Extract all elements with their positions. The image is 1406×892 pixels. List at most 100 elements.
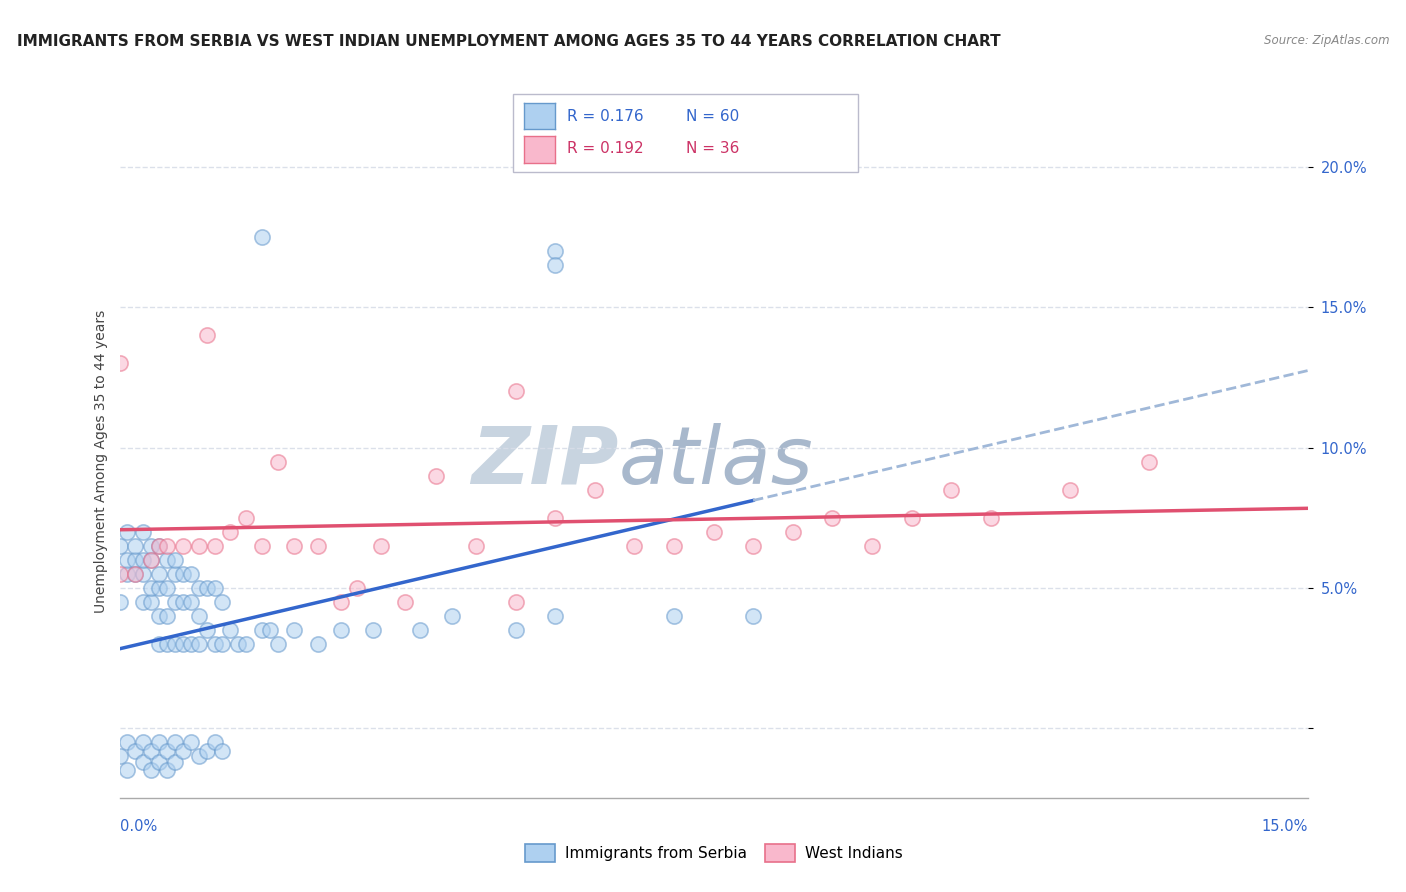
Text: R = 0.176: R = 0.176 [567, 110, 643, 124]
Point [283, 623, 305, 637]
Text: IMMIGRANTS FROM SERBIA VS WEST INDIAN UNEMPLOYMENT AMONG AGES 35 TO 44 YEARS COR: IMMIGRANTS FROM SERBIA VS WEST INDIAN UN… [17, 34, 1001, 49]
Point [441, 609, 464, 624]
Point [195, 328, 218, 343]
Point [156, 553, 179, 567]
Point [117, 735, 139, 749]
Point [219, 524, 242, 539]
Point [544, 244, 567, 259]
Point [409, 623, 432, 637]
Point [235, 637, 257, 651]
Point [141, 581, 163, 595]
Point [250, 623, 273, 637]
Point [187, 609, 209, 624]
Point [211, 595, 233, 609]
Point [132, 566, 155, 581]
Point [267, 454, 290, 469]
Point [211, 744, 233, 758]
Point [132, 755, 155, 769]
Point [148, 735, 170, 749]
Point [132, 553, 155, 567]
Point [235, 510, 257, 524]
Point [394, 595, 416, 609]
Point [124, 566, 146, 581]
Point [163, 595, 186, 609]
Point [141, 539, 163, 553]
Point [172, 637, 194, 651]
Point [1059, 483, 1081, 497]
Point [187, 581, 209, 595]
Point [156, 744, 179, 758]
Point [267, 637, 290, 651]
Point [330, 595, 353, 609]
Point [172, 566, 194, 581]
Text: N = 36: N = 36 [686, 142, 740, 156]
Point [307, 539, 329, 553]
Point [821, 510, 844, 524]
Text: Source: ZipAtlas.com: Source: ZipAtlas.com [1264, 34, 1389, 47]
Point [108, 566, 131, 581]
Point [117, 524, 139, 539]
Point [132, 524, 155, 539]
Point [148, 539, 170, 553]
Point [141, 744, 163, 758]
Point [141, 553, 163, 567]
Point [172, 744, 194, 758]
Point [141, 595, 163, 609]
Legend: Immigrants from Serbia, West Indians: Immigrants from Serbia, West Indians [519, 838, 908, 868]
Point [172, 539, 194, 553]
Point [163, 755, 186, 769]
Point [163, 553, 186, 567]
Point [346, 581, 368, 595]
Point [148, 609, 170, 624]
Point [361, 623, 384, 637]
Point [132, 735, 155, 749]
Y-axis label: Unemployment Among Ages 35 to 44 years: Unemployment Among Ages 35 to 44 years [94, 310, 108, 613]
Point [124, 539, 146, 553]
Point [163, 637, 186, 651]
Point [250, 230, 273, 244]
Point [204, 539, 226, 553]
Point [148, 755, 170, 769]
Point [141, 764, 163, 778]
Point [219, 623, 242, 637]
Text: ZIP: ZIP [471, 423, 619, 500]
Point [623, 539, 645, 553]
Point [662, 539, 685, 553]
Point [163, 566, 186, 581]
Point [180, 637, 202, 651]
Point [156, 764, 179, 778]
Point [148, 539, 170, 553]
Point [782, 524, 804, 539]
Point [195, 581, 218, 595]
Point [939, 483, 962, 497]
Point [330, 623, 353, 637]
Point [148, 581, 170, 595]
Text: R = 0.192: R = 0.192 [567, 142, 643, 156]
Point [117, 553, 139, 567]
Point [156, 637, 179, 651]
Point [156, 581, 179, 595]
Point [108, 595, 131, 609]
Point [702, 524, 725, 539]
Point [583, 483, 606, 497]
Point [211, 637, 233, 651]
Point [156, 539, 179, 553]
Point [195, 623, 218, 637]
Point [124, 744, 146, 758]
Point [195, 744, 218, 758]
Point [505, 595, 527, 609]
Point [180, 566, 202, 581]
Point [505, 623, 527, 637]
Point [1137, 454, 1160, 469]
Text: 15.0%: 15.0% [1261, 820, 1308, 834]
Point [141, 553, 163, 567]
Point [370, 539, 392, 553]
Point [108, 356, 131, 370]
Point [148, 566, 170, 581]
Point [187, 637, 209, 651]
Point [163, 735, 186, 749]
Point [283, 539, 305, 553]
Point [180, 595, 202, 609]
Point [900, 510, 922, 524]
Point [307, 637, 329, 651]
